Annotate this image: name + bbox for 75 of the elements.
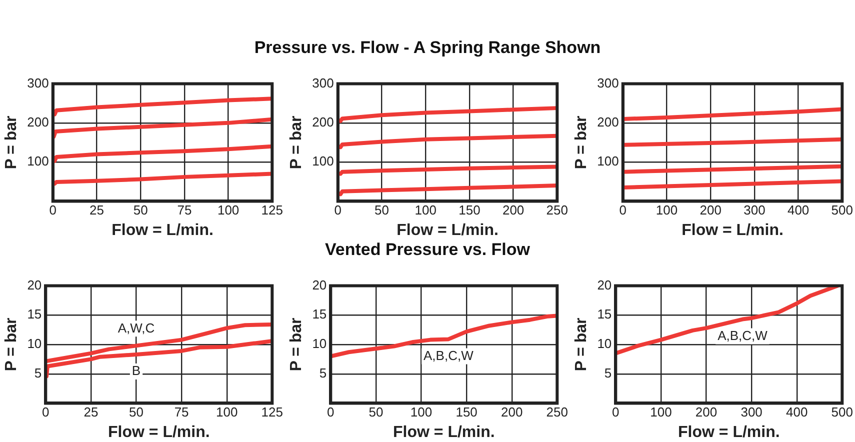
y-axis-title: P = bar (3, 318, 20, 372)
x-tick-label: 50 (368, 404, 384, 420)
x-tick-label: 25 (90, 202, 104, 218)
x-tick-label: 200 (700, 202, 722, 218)
y-tick-label: 200 (597, 114, 619, 130)
x-tick-label: 0 (49, 202, 57, 218)
y-tick-label: 20 (597, 277, 612, 292)
x-tick-label: 250 (546, 202, 568, 218)
x-axis-title: Flow = L/min. (682, 222, 784, 239)
x-tick-label: 75 (174, 404, 189, 420)
y-tick-label: 10 (312, 336, 327, 352)
x-tick-label: 500 (831, 404, 854, 420)
x-tick-label: 300 (744, 202, 766, 218)
x-tick-label: 150 (456, 404, 478, 420)
series-label: A,W,C (118, 320, 155, 336)
x-tick-label: 200 (502, 202, 524, 218)
x-tick-label: 200 (695, 404, 718, 420)
x-tick-label: 100 (216, 404, 238, 420)
x-tick-label: 400 (787, 202, 810, 218)
x-tick-label: 250 (546, 404, 568, 420)
x-tick-label: 125 (261, 202, 284, 218)
x-tick-label: 50 (374, 202, 389, 218)
y-tick-label: 15 (312, 306, 327, 322)
y-tick-label: 200 (27, 114, 49, 130)
x-tick-label: 0 (327, 404, 334, 420)
x-tick-label: 75 (177, 202, 192, 218)
x-tick-label: 100 (656, 202, 678, 218)
x-tick-label: 300 (740, 404, 762, 420)
series-label: A,B,C,W (424, 348, 474, 363)
x-tick-label: 50 (129, 404, 144, 420)
x-tick-label: 50 (133, 202, 148, 218)
y-axis-title: P = bar (3, 116, 20, 170)
x-tick-label: 0 (42, 404, 50, 420)
y-tick-label: 10 (597, 336, 612, 352)
x-axis-title: Flow = L/min. (678, 424, 780, 441)
y-tick-label: 300 (597, 75, 619, 90)
x-tick-label: 200 (501, 404, 523, 420)
y-axis-title: P = bar (573, 318, 590, 372)
x-axis-title: Flow = L/min. (396, 222, 498, 239)
x-tick-label: 400 (786, 404, 808, 420)
y-tick-label: 100 (597, 154, 619, 169)
y-tick-label: 20 (312, 277, 327, 292)
x-tick-label: 100 (217, 202, 240, 218)
x-axis-title: Flow = L/min. (112, 222, 214, 239)
y-tick-label: 100 (27, 154, 49, 169)
x-axis-title: Flow = L/min. (393, 424, 495, 441)
y-axis-title: P = bar (288, 318, 306, 372)
y-axis-title: P = bar (573, 116, 590, 170)
y-tick-label: 15 (27, 306, 42, 322)
y-tick-label: 200 (312, 114, 334, 130)
y-axis-title: P = bar (288, 116, 306, 170)
y-tick-label: 5 (34, 365, 42, 380)
x-tick-label: 0 (619, 202, 627, 218)
y-tick-label: 300 (312, 75, 334, 90)
y-tick-label: 20 (27, 277, 42, 292)
x-axis-title: Flow = L/min. (108, 424, 210, 441)
y-tick-label: 300 (27, 75, 49, 90)
x-tick-label: 0 (334, 202, 342, 218)
x-tick-label: 100 (650, 404, 672, 420)
y-tick-label: 100 (312, 154, 334, 169)
x-tick-label: 125 (261, 404, 284, 420)
y-tick-label: 5 (319, 365, 327, 380)
x-tick-label: 150 (458, 202, 480, 218)
y-tick-label: 5 (604, 365, 612, 380)
chart-title: Vented Pressure vs. Flow (324, 240, 532, 260)
x-tick-label: 500 (831, 202, 854, 218)
y-tick-label: 15 (597, 306, 612, 322)
x-tick-label: 25 (84, 404, 98, 420)
x-tick-label: 100 (410, 404, 432, 420)
series-label: B (132, 363, 141, 378)
series-label: A,B,C,W (718, 328, 768, 343)
chart-title: Pressure vs. Flow - A Spring Range Shown (253, 38, 602, 58)
y-tick-label: 10 (27, 336, 42, 352)
x-tick-label: 100 (414, 202, 436, 218)
x-tick-label: 0 (612, 404, 620, 420)
